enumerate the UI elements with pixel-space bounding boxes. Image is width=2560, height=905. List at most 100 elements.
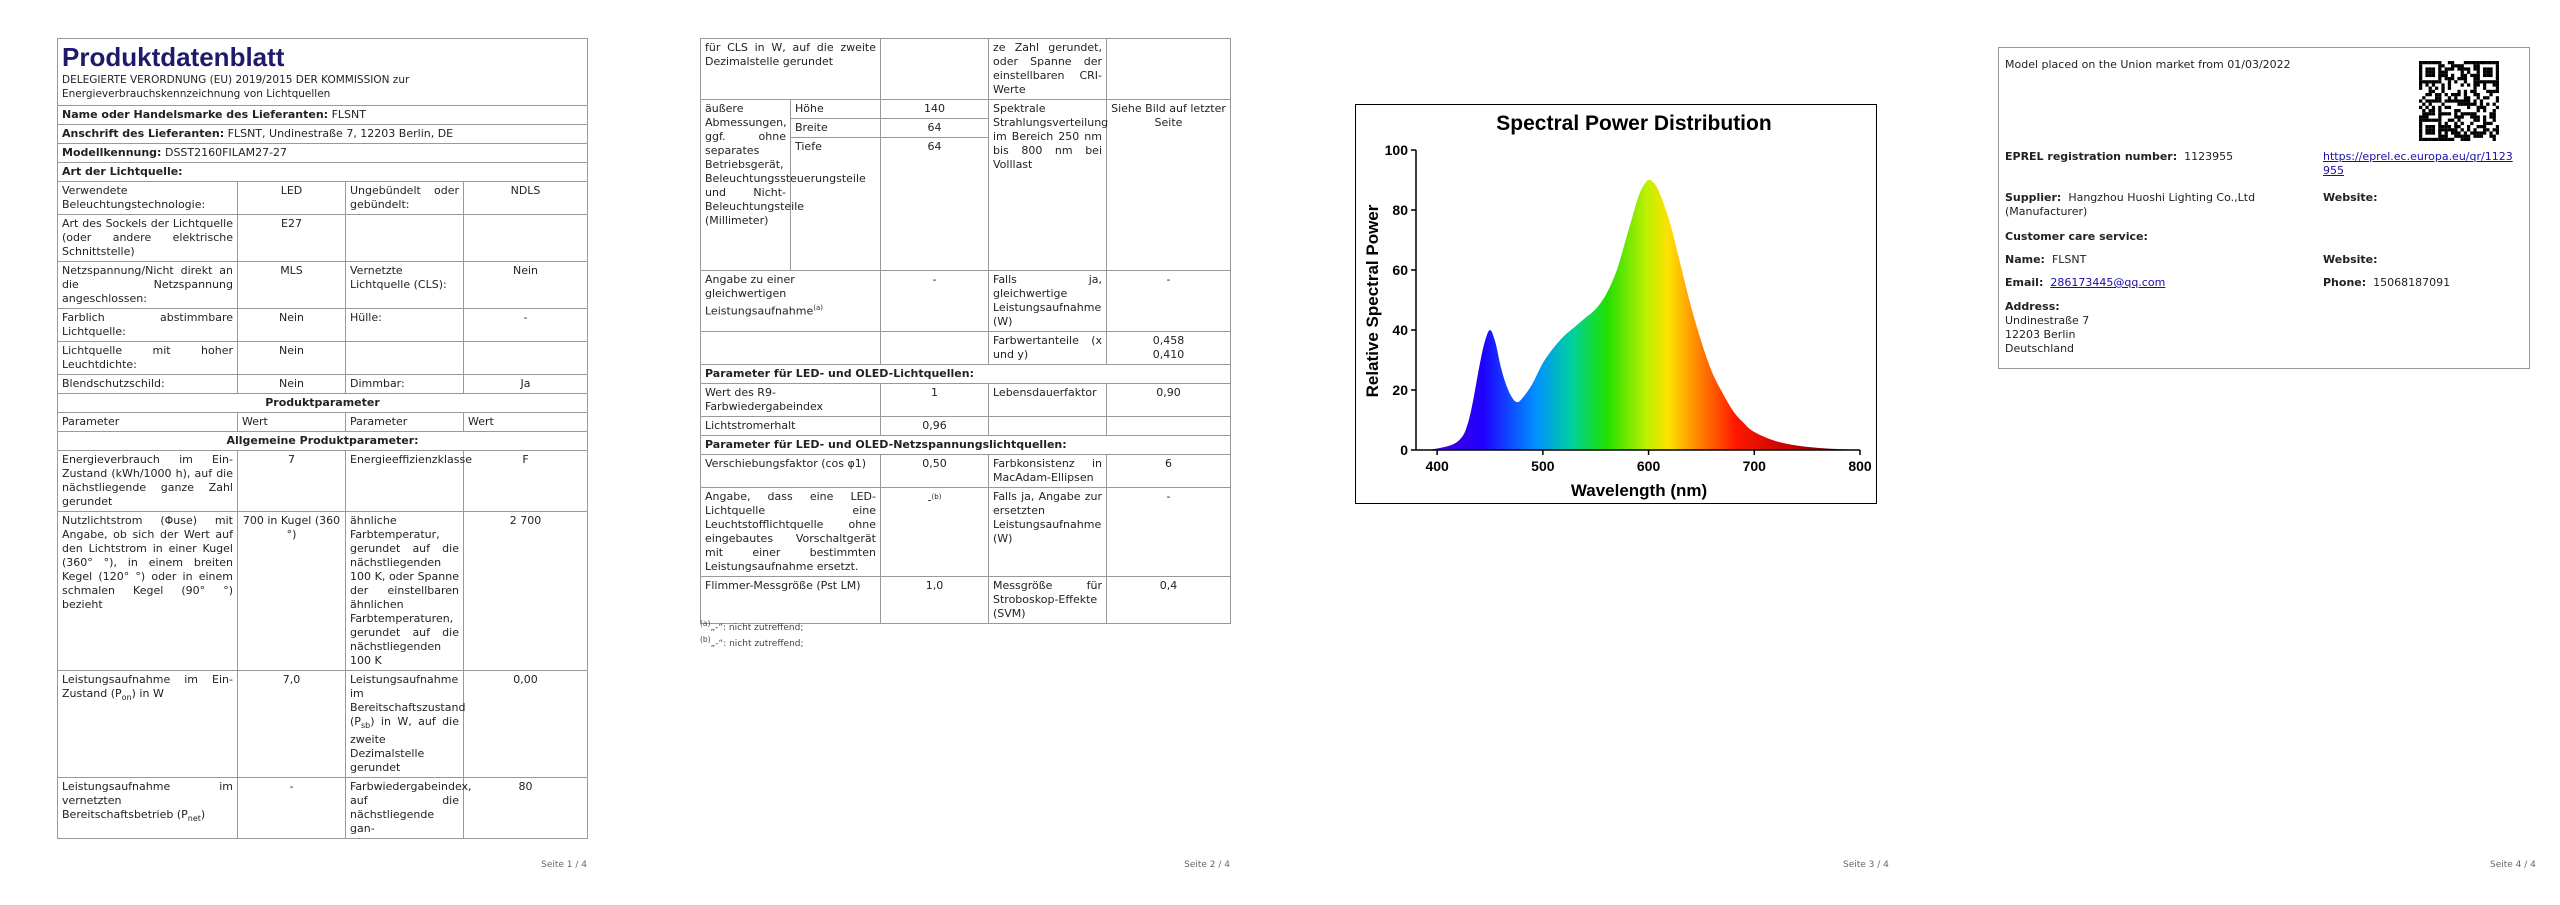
equiv-label-text: Angabe zu einer gleichwertigen Leistungs… [705, 273, 814, 318]
cell-value [1106, 38, 1231, 100]
cell-label-text: ) in W [131, 687, 164, 700]
spd-value: Siehe Bild auf letzter Seite [1106, 99, 1231, 271]
page-2: für CLS in W, auf die zweite Dezimalstel… [700, 0, 1231, 905]
address-line: Deutschland [2005, 342, 2075, 355]
cell-value: Nein [237, 341, 346, 375]
table-row: Verschiebungsfaktor (cos φ1) 0,50 Farbko… [700, 454, 1231, 488]
cell-label: Art des Sockels der Lichtquelle (oder an… [57, 214, 238, 262]
strobo-label: Messgröße für Stroboskop-Effekte (SVM) [988, 576, 1107, 624]
address-label: Anschrift des Lieferanten: [62, 127, 225, 140]
table-header-row: Parameter Wert Parameter Wert [57, 412, 589, 432]
footnote-b: (b)„-“: nicht zutreffend; [700, 634, 804, 650]
col-header-param: Parameter [57, 412, 238, 432]
website-label: Website: [2323, 191, 2378, 204]
model-label: Modellkennung: [62, 146, 162, 159]
address-value: FLSNT, Undinestraße 7, 12203 Berlin, DE [227, 127, 454, 140]
cell-value [462, 341, 589, 375]
model-value: DSST2160FILAM27-27 [164, 146, 288, 159]
type-heading: Art der Lichtquelle: [56, 162, 589, 182]
page-title: Produktdatenblatt [62, 42, 285, 72]
cell-label-text: Leistungsaufnahme im Bereitschaftszustan… [350, 673, 466, 728]
phone-row: Phone: 15068187091 [2323, 276, 2450, 290]
cell-label-text: ) [200, 808, 206, 822]
cell-label: Farbwiedergabeindex, auf die nächstliege… [345, 777, 472, 840]
table-row: Lichtstromerhalt 0,96 [700, 416, 1231, 436]
cell-label [345, 341, 464, 375]
name-label: Name: [2005, 253, 2045, 266]
table-row: Farblich abstimmbare Lichtquelle: Nein H… [57, 308, 589, 342]
cell-value: 7,0 [237, 669, 346, 779]
cell-value: Nein [462, 261, 589, 309]
cell-value: MLS [237, 261, 346, 309]
address-label: Address: [2005, 300, 2060, 313]
r9-label: Wert des R9-Farbwiedergabeindex [700, 383, 881, 417]
website2-label: Website: [2323, 253, 2378, 266]
life-label: Lebensdauerfaktor [988, 383, 1107, 417]
name-value: FLSNT [2051, 253, 2087, 266]
page-1: Produktdatenblatt DELEGIERTE VERORDNUNG … [56, 0, 589, 905]
phone-value: 15068187091 [2373, 276, 2451, 289]
cell-label: ähnliche Farbtemperatur, gerundet auf di… [345, 511, 464, 671]
cell-label: Nutzlichtstrom (Φuse) mit Angabe, ob sic… [57, 511, 238, 671]
cell-value: 80 [462, 777, 589, 840]
claim2-value: - [1106, 487, 1231, 577]
cell-label: Verwendete Beleuchtungstechnologie: [57, 181, 238, 215]
cell-label: Energieverbrauch im Ein-Zustand (kWh/100… [57, 450, 238, 512]
chart-x-label: Wavelength (nm) [1571, 481, 1707, 500]
market-date: Model placed on the Union market from 01… [2005, 58, 2291, 71]
general-heading: Allgemeine Produktparameter: [56, 431, 589, 451]
cell-label: Ungebündelt oder gebündelt: [345, 181, 464, 215]
cell-label: Leistungsaufnahme im Ein-Zustand (Pon) i… [57, 669, 238, 779]
height-value: 140 [880, 99, 989, 119]
table-row: Farbwertanteile (x und y) 0,458 0,410 [700, 331, 1231, 365]
table-row: für CLS in W, auf die zweite Dezimalstel… [700, 38, 1231, 100]
cell-value [880, 38, 989, 100]
page-footer: Seite 1 / 4 [541, 860, 587, 870]
spectrum-area [1416, 179, 1860, 451]
table-row: Flimmer-Messgröße (Pst LM) 1,0 Messgröße… [700, 576, 1231, 624]
x-tick-label: 700 [1743, 458, 1767, 474]
spd-label: Spektrale Strahlungsverteilung im Bereic… [988, 99, 1108, 271]
y-tick-label: 100 [1385, 142, 1409, 158]
consist-label: Farbkonsistenz in MacAdam-Ellipsen [988, 454, 1107, 488]
page-footer: Seite 3 / 4 [1843, 860, 1889, 870]
equiv2-label: Falls ja, gleichwertige Leistungsaufnahm… [988, 270, 1107, 332]
cell-value: Nein [237, 374, 346, 394]
address-line: 12203 Berlin [2005, 328, 2076, 341]
chroma-values: 0,458 0,410 [1106, 331, 1231, 365]
cell-value: E27 [237, 214, 346, 262]
y-tick-label: 60 [1392, 262, 1408, 278]
eprel-link[interactable]: https://eprel.ec.europa.eu/qr/1123955 [2323, 150, 2513, 177]
eprel-value: 1123955 [2184, 150, 2234, 163]
x-tick-label: 500 [1531, 458, 1555, 474]
flicker-label: Flimmer-Messgröße (Pst LM) [700, 576, 881, 624]
claim-value: -(b) [880, 487, 989, 577]
cell-value: Nein [237, 308, 346, 342]
cell-label: Lichtquelle mit hoher Leuchtdichte: [57, 341, 238, 375]
table-row: äußere Abmessungen, ggf. ohne separates … [700, 99, 1231, 271]
flicker-value: 1,0 [880, 576, 989, 624]
phone-label: Phone: [2323, 276, 2367, 289]
cell-value: F [462, 450, 589, 512]
col-header-value: Wert [462, 412, 589, 432]
email-link[interactable]: 286173445@qq.com [2050, 276, 2166, 289]
cell-label: Netzspannung/Nicht direkt an die Netzspa… [57, 261, 238, 309]
spd-chart: Spectral Power Distribution Relative Spe… [1355, 104, 1877, 504]
shift-value: 0,50 [880, 454, 989, 488]
footnote-b-text: „-“: nicht zutreffend; [710, 639, 804, 649]
cell-label: Leistungsaufnahme im vernetzten Bereitsc… [57, 777, 238, 840]
col-header-param: Parameter [345, 412, 464, 432]
page2-table: für CLS in W, auf die zweite Dezimalstel… [700, 38, 1231, 624]
cell-value: 0,00 [462, 669, 589, 779]
email-label: Email: [2005, 276, 2044, 289]
chroma-label: Farbwertanteile (x und y) [988, 331, 1107, 365]
claim-value-text: - [927, 493, 932, 507]
table-row: Netzspannung/Nicht direkt an die Netzspa… [57, 261, 589, 309]
r9-value: 1 [880, 383, 989, 417]
y-tick-label: 80 [1392, 202, 1408, 218]
width-value: 64 [880, 118, 989, 138]
cell-empty [700, 331, 881, 365]
cell-label-sub: sb [360, 721, 371, 731]
address-line: Undinestraße 7 [2005, 314, 2090, 327]
cell-value: 700 in Kugel (360 °) [237, 511, 346, 671]
